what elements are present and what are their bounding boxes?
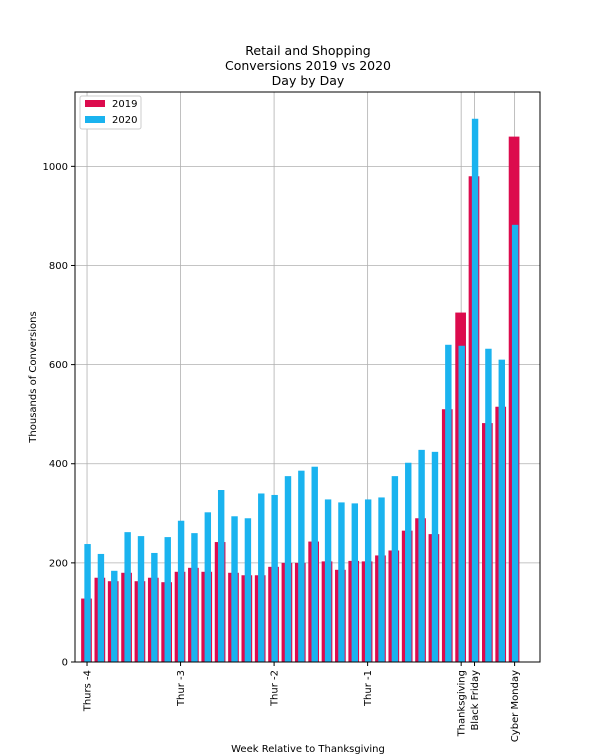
- bar-2020: [445, 344, 452, 662]
- chart-title-line-1: Retail and Shopping: [245, 43, 371, 58]
- y-tick-label: 400: [49, 459, 68, 470]
- plot-frame: [74, 91, 541, 663]
- y-tick-label: 200: [49, 558, 68, 569]
- y-axis-ticks: 0 200 400 600 800 1000: [43, 162, 75, 669]
- bar-2020: [231, 516, 238, 662]
- bars: [81, 118, 520, 663]
- bar-2020: [191, 533, 198, 662]
- bar-2020: [84, 544, 91, 662]
- bar-2020: [418, 449, 425, 662]
- bar-2020: [284, 476, 292, 662]
- x-tick-label: Black Friday: [470, 670, 481, 731]
- bar-2020: [364, 499, 372, 662]
- bar-2020: [378, 497, 385, 662]
- bar-2020: [244, 518, 252, 662]
- bar-2020: [498, 359, 505, 662]
- x-axis-ticks: Thurs -4 Thur -3 Thur -2 Thur -1 Thanksgivin…: [83, 662, 521, 742]
- y-tick-label: 600: [49, 360, 68, 371]
- bar-2020: [258, 493, 265, 662]
- bar-2020: [137, 536, 145, 662]
- legend-label-2019: 2019: [112, 99, 137, 110]
- bar-2020: [485, 348, 492, 662]
- chart-title: Retail and Shopping Conversions 2019 vs …: [225, 43, 391, 88]
- bar-2020: [458, 345, 465, 662]
- legend-swatch-2020: [85, 116, 105, 123]
- y-tick-label: 1000: [43, 162, 68, 173]
- bar-2020: [324, 499, 332, 662]
- x-tick-label: Thur -2: [270, 670, 281, 707]
- bar-2020: [111, 570, 118, 662]
- y-tick-label: 0: [62, 658, 68, 669]
- legend: 2019 2020: [79, 95, 142, 130]
- bar-2020: [431, 451, 439, 662]
- bar-2020: [97, 553, 105, 662]
- legend-swatch-2019: [85, 100, 105, 107]
- x-tick-label: Thur -3: [176, 670, 187, 707]
- bar-2020: [471, 118, 479, 663]
- bar-2020: [298, 470, 305, 662]
- chart-title-line-3: Day by Day: [272, 73, 345, 88]
- bar-2020: [391, 476, 399, 662]
- x-tick-label: Thur -1: [363, 670, 374, 707]
- x-tick-label: Thanksgiving: [457, 670, 468, 737]
- bar-2020: [311, 466, 318, 662]
- bar-2020: [338, 502, 345, 662]
- x-tick-label: Thurs -4: [83, 670, 94, 712]
- bar-2020: [164, 537, 171, 662]
- y-tick-label: 800: [49, 261, 68, 272]
- bar-2020: [271, 494, 278, 662]
- bar-2020: [405, 462, 412, 662]
- x-tick-label: Cyber Monday: [510, 670, 521, 742]
- y-axis-label: Thousands of Conversions: [28, 311, 39, 443]
- bar-2020: [151, 552, 158, 662]
- x-axis-label: Week Relative to Thanksgiving: [231, 744, 385, 755]
- legend-label-2020: 2020: [112, 115, 137, 126]
- chart-title-line-2: Conversions 2019 vs 2020: [225, 58, 391, 73]
- bar-2020: [177, 520, 185, 662]
- bar-2020: [124, 532, 131, 662]
- bar-2020: [217, 490, 225, 662]
- bar-2020: [511, 224, 519, 662]
- bar-2020: [351, 503, 359, 662]
- bar-2020: [204, 512, 212, 662]
